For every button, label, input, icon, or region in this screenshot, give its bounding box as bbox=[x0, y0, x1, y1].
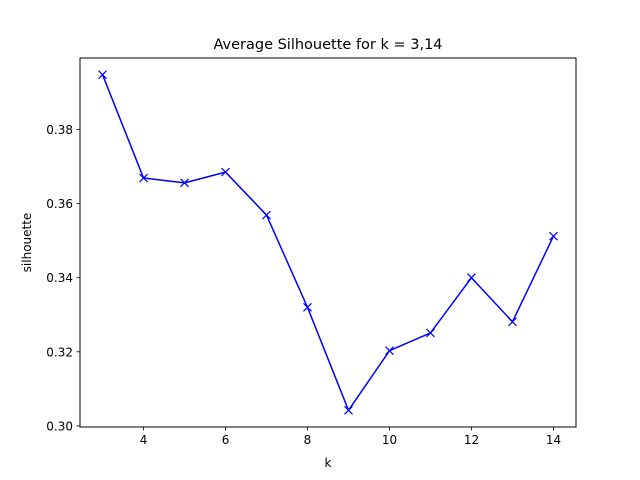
chart-title: Average Silhouette for k = 3,14 bbox=[213, 37, 442, 53]
data-point-marker bbox=[385, 346, 394, 356]
data-point-marker bbox=[262, 210, 271, 220]
data-point-marker bbox=[303, 302, 312, 312]
data-point-marker bbox=[139, 173, 148, 183]
data-point-marker bbox=[508, 317, 517, 327]
plot-frame bbox=[79, 57, 577, 428]
series-line bbox=[101, 74, 555, 412]
data-point-marker bbox=[221, 167, 230, 177]
data-point-marker bbox=[180, 178, 189, 188]
plot-area bbox=[98, 70, 558, 415]
y-tick-label: 0.30 bbox=[46, 419, 73, 433]
x-axis: 4 6 8 10 12 14 bbox=[140, 427, 561, 447]
y-axis-label: silhouette bbox=[20, 213, 34, 273]
x-tick-label: 4 bbox=[140, 433, 148, 447]
x-tick-label: 14 bbox=[546, 433, 561, 447]
x-tick-label: 10 bbox=[382, 433, 397, 447]
x-tick-label: 8 bbox=[304, 433, 312, 447]
y-axis: 0.30 0.32 0.34 0.36 0.38 bbox=[46, 123, 80, 433]
data-point-marker bbox=[344, 405, 353, 415]
data-point-marker bbox=[467, 273, 476, 283]
x-axis-label: k bbox=[325, 456, 332, 470]
data-point-marker bbox=[549, 231, 558, 241]
x-tick-label: 6 bbox=[222, 433, 230, 447]
data-point-marker bbox=[426, 328, 435, 338]
y-tick-label: 0.38 bbox=[46, 123, 73, 137]
y-tick-label: 0.34 bbox=[46, 271, 73, 285]
y-tick-label: 0.36 bbox=[46, 197, 73, 211]
y-tick-label: 0.32 bbox=[46, 345, 73, 359]
x-tick-label: 12 bbox=[464, 433, 479, 447]
data-point-marker bbox=[98, 70, 107, 80]
